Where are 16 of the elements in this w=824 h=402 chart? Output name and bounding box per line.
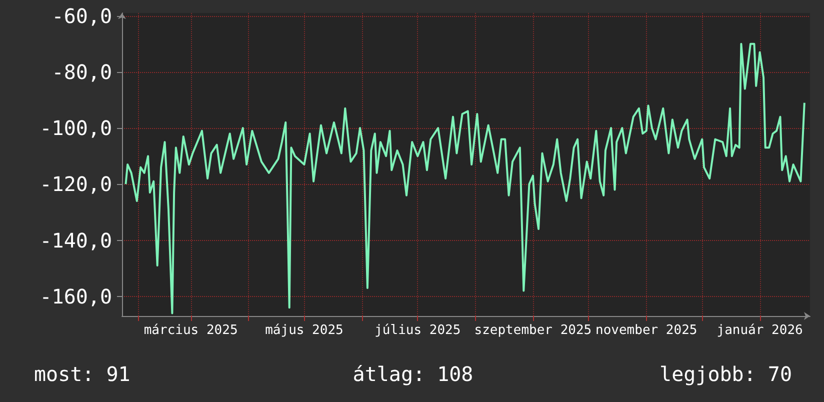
- x-tick-label: november 2025: [595, 323, 698, 338]
- y-tick-label: -80,0: [52, 60, 112, 84]
- x-tick-label: január 2026: [716, 323, 803, 338]
- y-tick-label: -120,0: [40, 172, 112, 196]
- text: legjobb: 70: [660, 362, 792, 386]
- x-tick-label: július 2025: [374, 323, 461, 338]
- x-tick-label: március 2025: [144, 323, 238, 338]
- x-tick-label: szeptember 2025: [474, 323, 592, 338]
- text: most: 91: [34, 362, 130, 386]
- y-tick-label: -100,0: [40, 116, 112, 140]
- x-tick-label: május 2025: [265, 323, 344, 338]
- line-series: [124, 42, 806, 314]
- y-tick-label: -140,0: [40, 228, 112, 252]
- text: átlag: 108: [352, 362, 474, 386]
- y-tick-label: -160,0: [40, 284, 112, 308]
- y-tick-label: -60,0: [52, 4, 112, 28]
